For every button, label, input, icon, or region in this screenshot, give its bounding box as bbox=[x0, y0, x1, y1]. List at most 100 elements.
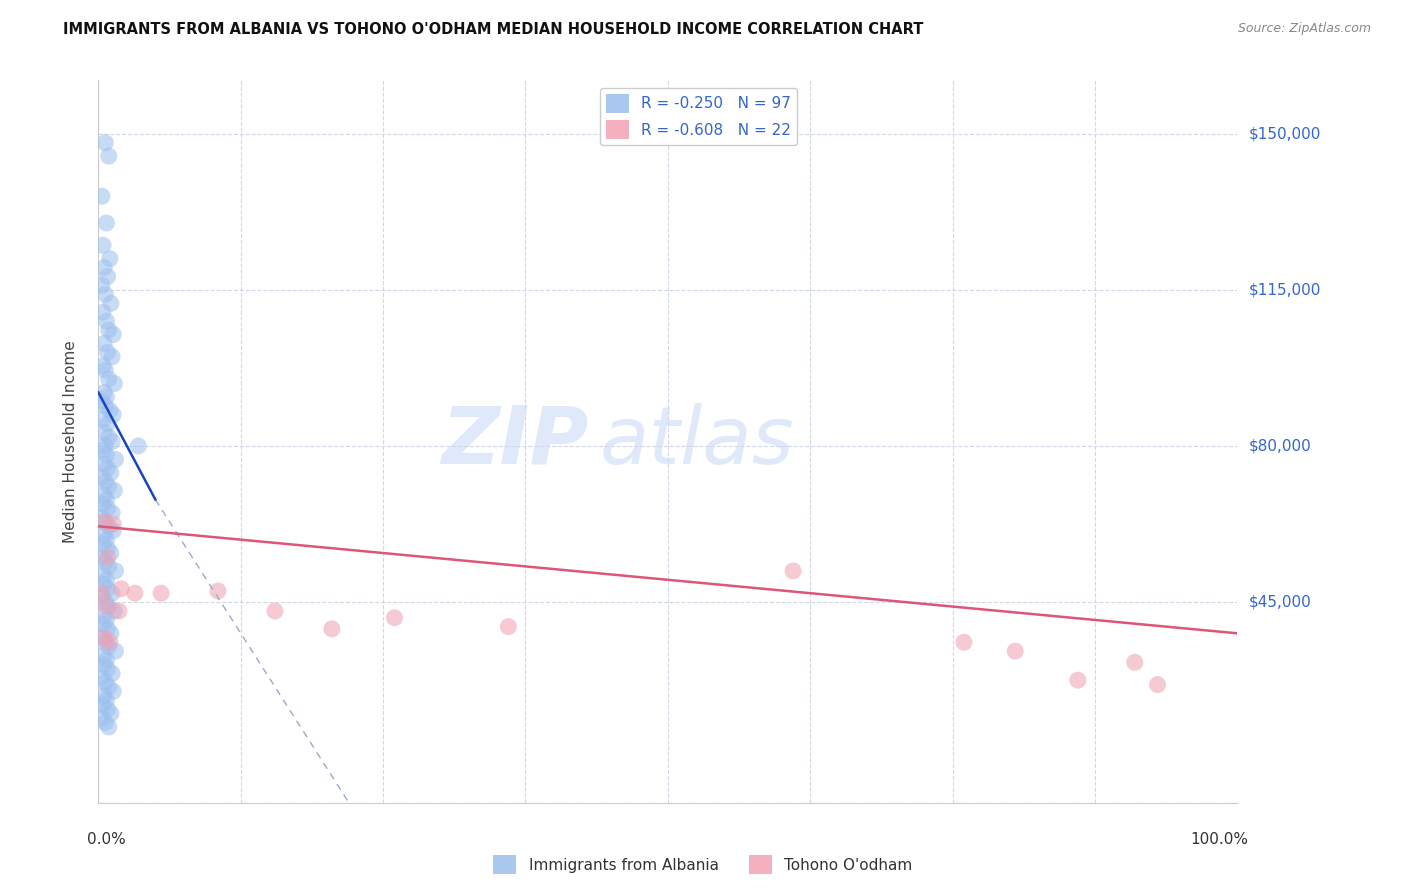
Legend: R = -0.250   N = 97, R = -0.608   N = 22: R = -0.250 N = 97, R = -0.608 N = 22 bbox=[599, 88, 797, 145]
Point bbox=[93, 608, 115, 623]
Point bbox=[91, 443, 114, 458]
Point bbox=[96, 345, 118, 359]
Point bbox=[94, 675, 117, 690]
Point bbox=[96, 417, 118, 431]
Text: ZIP: ZIP bbox=[440, 402, 588, 481]
Point bbox=[150, 586, 173, 600]
Point bbox=[94, 363, 117, 377]
Point bbox=[96, 501, 118, 516]
Point bbox=[94, 635, 117, 649]
Point bbox=[96, 662, 118, 676]
Point bbox=[93, 488, 115, 502]
Point bbox=[90, 278, 112, 293]
Point bbox=[94, 287, 117, 301]
Point bbox=[100, 546, 122, 560]
Point bbox=[110, 582, 132, 596]
Text: $80,000: $80,000 bbox=[1249, 439, 1312, 453]
Point bbox=[100, 296, 122, 310]
Point bbox=[124, 586, 146, 600]
Point bbox=[90, 550, 112, 565]
Point bbox=[96, 582, 118, 596]
Point bbox=[91, 238, 114, 252]
Point bbox=[97, 479, 120, 493]
Point bbox=[98, 635, 121, 649]
Point bbox=[93, 577, 115, 591]
Point bbox=[93, 336, 115, 351]
Point bbox=[321, 622, 343, 636]
Point bbox=[96, 216, 118, 230]
Point bbox=[94, 595, 117, 609]
Point bbox=[103, 376, 125, 391]
Point bbox=[90, 510, 112, 524]
Point bbox=[97, 149, 120, 163]
Point bbox=[94, 515, 117, 529]
Point bbox=[101, 666, 124, 681]
Point bbox=[96, 390, 118, 404]
Legend: Immigrants from Albania, Tohono O'odham: Immigrants from Albania, Tohono O'odham bbox=[488, 849, 918, 880]
Point bbox=[96, 533, 118, 547]
Point bbox=[90, 189, 112, 203]
Point bbox=[93, 425, 115, 440]
Point bbox=[97, 640, 120, 654]
Point bbox=[103, 524, 125, 538]
Point bbox=[93, 631, 115, 645]
Point bbox=[96, 461, 118, 475]
Text: $45,000: $45,000 bbox=[1249, 595, 1312, 609]
Point bbox=[90, 671, 112, 685]
Point bbox=[90, 394, 112, 409]
Point bbox=[1004, 644, 1026, 658]
Point bbox=[94, 715, 117, 730]
Point bbox=[96, 599, 118, 614]
Point bbox=[104, 564, 127, 578]
Text: Source: ZipAtlas.com: Source: ZipAtlas.com bbox=[1237, 22, 1371, 36]
Point bbox=[96, 492, 118, 507]
Point bbox=[97, 680, 120, 694]
Point bbox=[101, 506, 124, 520]
Point bbox=[101, 350, 124, 364]
Point bbox=[103, 327, 125, 342]
Point bbox=[96, 613, 118, 627]
Point bbox=[90, 631, 112, 645]
Point bbox=[103, 604, 125, 618]
Point bbox=[97, 519, 120, 533]
Point bbox=[384, 611, 406, 625]
Point bbox=[98, 252, 121, 266]
Point bbox=[90, 711, 112, 725]
Point bbox=[108, 604, 131, 618]
Point bbox=[264, 604, 287, 618]
Point bbox=[97, 559, 120, 574]
Y-axis label: Median Household Income: Median Household Income bbox=[63, 340, 77, 543]
Point bbox=[100, 706, 122, 721]
Point bbox=[1067, 673, 1090, 688]
Text: 100.0%: 100.0% bbox=[1191, 831, 1249, 847]
Point bbox=[91, 412, 114, 426]
Point bbox=[1123, 655, 1146, 669]
Point bbox=[103, 684, 125, 698]
Point bbox=[94, 439, 117, 453]
Point bbox=[96, 573, 118, 587]
Text: IMMIGRANTS FROM ALBANIA VS TOHONO O'ODHAM MEDIAN HOUSEHOLD INCOME CORRELATION CH: IMMIGRANTS FROM ALBANIA VS TOHONO O'ODHA… bbox=[63, 22, 924, 37]
Point bbox=[93, 528, 115, 542]
Point bbox=[94, 475, 117, 489]
Point bbox=[100, 626, 122, 640]
Point bbox=[91, 698, 114, 712]
Point bbox=[91, 359, 114, 373]
Point bbox=[90, 586, 112, 600]
Point bbox=[101, 586, 124, 600]
Point bbox=[93, 689, 115, 703]
Point bbox=[498, 619, 520, 633]
Point bbox=[97, 430, 120, 444]
Point bbox=[103, 408, 125, 422]
Point bbox=[207, 583, 229, 598]
Point bbox=[101, 434, 124, 449]
Point bbox=[90, 470, 112, 484]
Point bbox=[91, 305, 114, 319]
Point bbox=[96, 653, 118, 667]
Point bbox=[93, 515, 115, 529]
Point bbox=[97, 599, 120, 614]
Point bbox=[94, 555, 117, 569]
Point bbox=[97, 720, 120, 734]
Point bbox=[127, 439, 149, 453]
Point bbox=[104, 644, 127, 658]
Point bbox=[90, 591, 112, 605]
